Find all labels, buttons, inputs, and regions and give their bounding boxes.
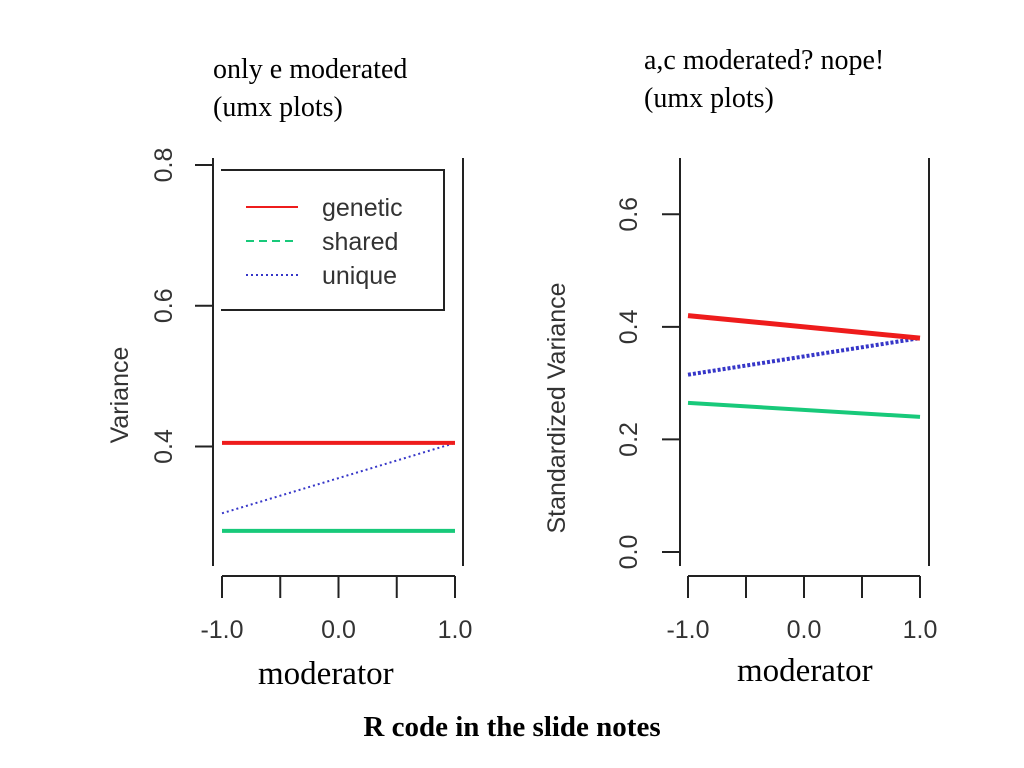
legend: genetic shared unique — [221, 169, 445, 311]
y-tick-label: 0.6 — [150, 288, 178, 323]
y-tick-label: 0.4 — [150, 429, 178, 464]
right-caption-line1: a,c moderated? nope! — [644, 45, 885, 76]
legend-label-shared: shared — [322, 228, 398, 256]
x-tick-label: 0.0 — [787, 616, 822, 644]
legend-box — [221, 169, 445, 311]
left-caption-line1: only e moderated — [213, 54, 408, 85]
y-tick-label: 0.6 — [615, 197, 643, 232]
series-unique-line — [687, 336, 921, 377]
x-axis: -1.0 0.0 1.0 — [200, 575, 473, 644]
x-axis: -1.0 0.0 1.0 — [666, 575, 938, 644]
left-caption-line2: (umx plots) — [213, 92, 343, 123]
series-unique-line — [221, 441, 456, 515]
y-tick-label: 0.8 — [150, 148, 178, 183]
x-tick-label: 1.0 — [438, 616, 473, 644]
legend-label-genetic: genetic — [322, 194, 403, 222]
series-group — [221, 440, 456, 533]
y-axis-label: Variance — [106, 347, 134, 444]
y-axis: 0.0 0.2 0.4 0.6 — [615, 197, 681, 570]
series-group — [687, 313, 921, 419]
legend-label-unique: unique — [322, 262, 397, 290]
x-tick-label: -1.0 — [200, 616, 243, 644]
left-chart-caption: only e moderated (umx plots) — [213, 51, 407, 127]
y-tick-label: 0.0 — [615, 535, 643, 570]
right-chart-xlabel: moderator — [737, 653, 873, 689]
right-chart: -1.0 0.0 1.0 0.0 0.2 0.4 0.6 Standardized Varia… — [543, 158, 937, 644]
y-tick-label: 0.2 — [615, 422, 643, 457]
series-genetic-line — [687, 313, 921, 341]
series-shared-line — [687, 400, 921, 419]
left-chart-xlabel: moderator — [258, 656, 394, 692]
right-chart-caption: a,c moderated? nope! (umx plots) — [644, 42, 884, 118]
x-tick-label: 0.0 — [321, 616, 356, 644]
x-tick-label: 1.0 — [903, 616, 938, 644]
y-tick-label: 0.4 — [615, 309, 643, 344]
x-tick-label: -1.0 — [666, 616, 709, 644]
footer-note: R code in the slide notes — [363, 711, 661, 743]
y-axis-label: Standardized Variance — [543, 282, 571, 533]
left-chart: -1.0 0.0 1.0 0.4 0.6 0.8 Variance genetic shared… — [106, 148, 472, 644]
right-caption-line2: (umx plots) — [644, 83, 774, 114]
y-axis: 0.4 0.6 0.8 — [150, 148, 214, 464]
